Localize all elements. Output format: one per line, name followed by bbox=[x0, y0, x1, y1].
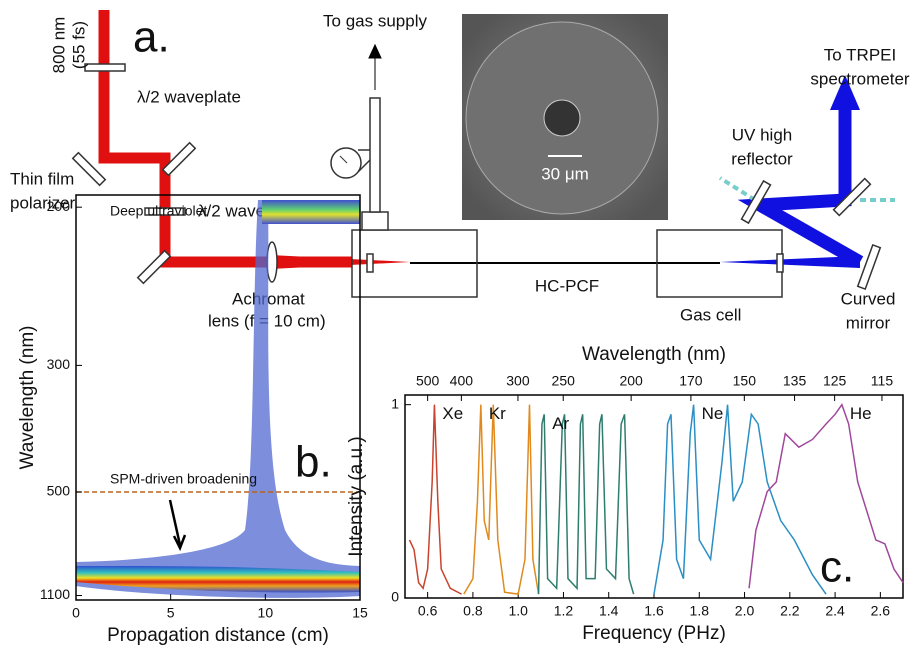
x-tick-label: 5 bbox=[167, 605, 175, 621]
spectrum bbox=[410, 405, 462, 594]
leak bbox=[720, 178, 755, 200]
lens bbox=[267, 242, 277, 282]
series-label: Ne bbox=[702, 404, 724, 423]
spectrum bbox=[464, 405, 539, 594]
gauge bbox=[331, 148, 361, 178]
tube bbox=[370, 98, 380, 212]
x2-axis-label: Wavelength (nm) bbox=[582, 344, 726, 365]
x-tick-label: 2.4 bbox=[825, 603, 845, 619]
x-tick-label: 10 bbox=[258, 605, 274, 621]
y-tick-label: 500 bbox=[47, 483, 71, 499]
x-tick-label: 2.6 bbox=[871, 603, 891, 619]
y-tick-label: 1 bbox=[391, 395, 399, 411]
setup-diagram: a. 800 nm (55 fs) λ/2 waveplate λ/2 wave… bbox=[10, 10, 910, 332]
label: HC-PCF bbox=[535, 276, 599, 295]
label: mirror bbox=[846, 313, 891, 332]
x2-tick-label: 200 bbox=[619, 373, 643, 389]
x-tick-label: 0.8 bbox=[463, 603, 483, 619]
x-tick-label: 1.0 bbox=[508, 603, 528, 619]
x-tick-label: 0.6 bbox=[418, 603, 438, 619]
arrow bbox=[369, 45, 381, 90]
panel-label: b. bbox=[295, 438, 332, 487]
x-tick-label: 15 bbox=[352, 605, 368, 621]
uv-beam bbox=[720, 256, 860, 268]
annotation-arrow bbox=[170, 500, 185, 548]
label: Gas cell bbox=[680, 305, 741, 324]
x2-tick-label: 135 bbox=[783, 373, 807, 389]
label: spectrometer bbox=[810, 69, 910, 88]
y-tick-label: 300 bbox=[47, 356, 71, 372]
series-label: Xe bbox=[442, 404, 463, 423]
x2-tick-label: 115 bbox=[871, 373, 894, 389]
x-tick-label: 1.8 bbox=[690, 603, 710, 619]
x-tick-label: 2.2 bbox=[780, 603, 800, 619]
x2-tick-label: 125 bbox=[823, 373, 847, 389]
x-tick-label: 1.6 bbox=[644, 603, 664, 619]
label: Curved bbox=[841, 289, 896, 308]
annotation: Deep ultraviolet bbox=[110, 203, 207, 219]
spectrum bbox=[654, 405, 826, 594]
plot-frame bbox=[76, 195, 360, 600]
annotation: SPM-driven broadening bbox=[110, 471, 257, 487]
panel-label: c. bbox=[820, 543, 854, 592]
x-axis-label: Propagation distance (cm) bbox=[107, 625, 329, 646]
x-tick-label: 2.0 bbox=[735, 603, 755, 619]
label: reflector bbox=[731, 149, 793, 168]
curved-mirror bbox=[858, 245, 881, 289]
label: To TRPEI bbox=[824, 45, 896, 64]
x2-tick-label: 500 bbox=[416, 373, 440, 389]
y-axis-label: Intensity (a.u.) bbox=[346, 436, 367, 556]
window bbox=[367, 254, 373, 272]
x-tick-label: 1.4 bbox=[599, 603, 619, 619]
label: To gas supply bbox=[323, 11, 427, 30]
x-tick-label: 1.2 bbox=[554, 603, 574, 619]
series-label: Ar bbox=[552, 414, 569, 433]
label: UV high bbox=[732, 125, 792, 144]
spectrum bbox=[539, 414, 634, 594]
x2-tick-label: 250 bbox=[552, 373, 576, 389]
label: Achromat bbox=[232, 289, 305, 308]
y-tick-label: 200 bbox=[47, 198, 71, 214]
core bbox=[544, 100, 580, 136]
x2-tick-label: 150 bbox=[733, 373, 757, 389]
label: 30 μm bbox=[541, 164, 589, 183]
y-tick-label: 0 bbox=[391, 589, 399, 605]
label: λ/2 waveplate bbox=[137, 87, 241, 106]
waveplate bbox=[85, 64, 125, 71]
series-label: Kr bbox=[489, 404, 506, 423]
figure: a. 800 nm (55 fs) λ/2 waveplate λ/2 wave… bbox=[0, 0, 921, 648]
label: Thin film bbox=[10, 169, 74, 188]
x-axis-label: Frequency (PHz) bbox=[582, 623, 726, 644]
x2-tick-label: 170 bbox=[679, 373, 703, 389]
y-axis-label: Wavelength (nm) bbox=[17, 326, 38, 470]
x2-tick-label: 300 bbox=[506, 373, 530, 389]
connector bbox=[362, 212, 388, 230]
y-tick-label: 1100 bbox=[40, 586, 70, 602]
page: {"diagram":{"panel_label":"a.","laser":[… bbox=[0, 0, 921, 648]
panel-label: a. bbox=[133, 13, 170, 62]
series-label: He bbox=[850, 404, 872, 423]
x-tick-label: 0 bbox=[72, 605, 80, 621]
window bbox=[777, 254, 783, 272]
label: 800 nm bbox=[49, 17, 68, 74]
x2-tick-label: 400 bbox=[450, 373, 474, 389]
label: (55 fs) bbox=[69, 21, 88, 69]
